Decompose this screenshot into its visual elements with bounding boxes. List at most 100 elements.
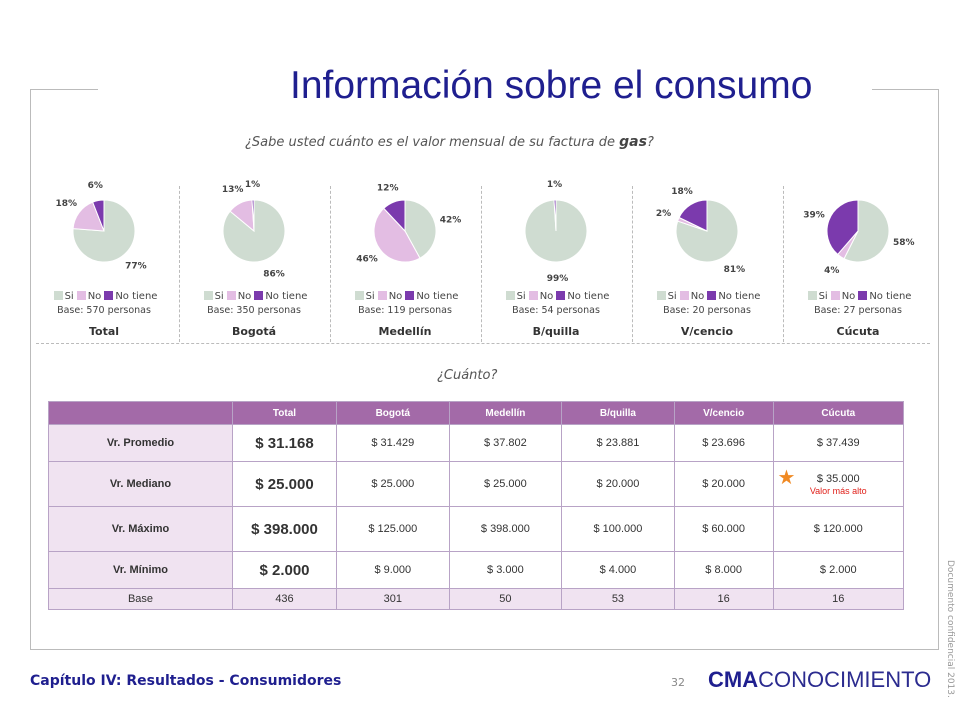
table-cell: $ 37.802 <box>448 424 563 462</box>
legend-label: No tiene <box>265 291 308 302</box>
table-header: Total <box>232 401 337 425</box>
legend-label: No tiene <box>115 291 158 302</box>
legend-swatch <box>354 291 364 300</box>
legend-label: No tiene <box>567 291 610 302</box>
row-label: Base <box>48 588 233 610</box>
pie-base-label: Base: 27 personas <box>814 305 902 316</box>
legend-label: No <box>237 291 252 302</box>
company-logo: CMACONOCIMIENTO <box>708 667 931 693</box>
table-cell: $ 25.000 <box>448 461 563 507</box>
legend-swatch <box>104 291 114 300</box>
legend-swatch <box>679 291 689 300</box>
pie-data-label: 2% <box>656 209 671 219</box>
pie-svg: 86% 13%1% <box>222 180 286 280</box>
pie-chart-barranquilla: 99% 1% Si No No tiene Base: 54 personas B/quil… <box>482 180 630 342</box>
table-row: Vr. Mínimo $ 2.000 $ 9.000 $ 3.000 $ 4.0… <box>48 551 905 589</box>
logo-bold: CMA <box>708 667 759 692</box>
pie-svg: 77% 18% 6% <box>55 181 147 272</box>
pie-data-label: 18% <box>55 199 77 209</box>
question-main-text: ¿Sabe usted cuánto es el valor mensual d… <box>245 135 620 150</box>
pie-chart-villavicencio: 81% 2% 18% Si No No tiene Base: 20 personas V/c… <box>633 180 781 342</box>
table-cell: $ 3.000 <box>448 551 563 589</box>
table-cell: $ 398.000 <box>448 506 563 552</box>
table-cell-highlighted: ★ $ 35.000 Valor más alto <box>772 461 905 507</box>
legend-label: No <box>690 291 705 302</box>
legend-swatch <box>76 291 86 300</box>
pie-data-label: 46% <box>356 255 378 265</box>
legend-label: Si <box>818 291 828 302</box>
pie-legend: Si No No tiene <box>482 291 630 302</box>
table-cell-value: $ 35.000 <box>816 472 860 485</box>
legend-swatch <box>807 291 817 300</box>
table-cell: $ 23.696 <box>673 424 774 462</box>
pie-region-label: Bogotá <box>231 325 277 338</box>
legend-label: Si <box>365 291 375 302</box>
pie-legend: Si No No tiene <box>633 291 781 302</box>
table-header: V/cencio <box>673 401 774 425</box>
table-cell: 50 <box>448 588 563 610</box>
page-number: 32 <box>671 676 685 689</box>
pie-chart-medellin: 42% 46% 12% Si No No tiene Base: 119 personas M… <box>331 180 479 342</box>
pie-svg: 58% 4% 39% <box>803 199 915 276</box>
legend-label: No <box>539 291 554 302</box>
legend-swatch <box>53 291 63 300</box>
legend-label: Si <box>214 291 224 302</box>
slice-no <box>373 207 421 263</box>
pie-data-label: 18% <box>671 187 693 197</box>
table-cell: $ 2.000 <box>232 551 337 589</box>
highest-value-note: Valor más alto <box>809 485 867 496</box>
frame-line-top-right <box>872 89 938 90</box>
table-cell: $ 60.000 <box>673 506 774 552</box>
table-header-empty <box>48 401 233 425</box>
column-separator <box>632 186 633 342</box>
pie-data-label: 4% <box>824 266 839 276</box>
table-cell: 301 <box>336 588 450 610</box>
table-cell: $ 31.168 <box>232 424 337 462</box>
frame-line-right <box>938 89 939 649</box>
table-row: Vr. Promedio $ 31.168 $ 31.429 $ 37.802 … <box>48 424 905 462</box>
logo-rest: CONOCIMIENTO <box>758 667 932 692</box>
table-cell: $ 20.000 <box>561 461 675 507</box>
table-row: Vr. Máximo $ 398.000 $ 125.000 $ 398.000… <box>48 506 905 552</box>
question-main: ¿Sabe usted cuánto es el valor mensual d… <box>245 134 654 150</box>
pie-region-label: V/cencio <box>680 325 734 338</box>
slice-no-tiene <box>678 199 708 232</box>
table-cell: $ 20.000 <box>673 461 774 507</box>
pie-legend: Si No No tiene <box>331 291 479 302</box>
pie-data-label: 77% <box>125 262 147 272</box>
row-label: Vr. Máximo <box>48 506 233 552</box>
table-cell: $ 8.000 <box>673 551 774 589</box>
section-divider <box>36 343 930 344</box>
table-cell: $ 23.881 <box>561 424 675 462</box>
pie-chart-bogota: 86% 13% 1% Si No No tiene Base: 350 personas Bo… <box>180 180 328 342</box>
legend-label: No <box>841 291 856 302</box>
column-separator <box>330 186 331 342</box>
pie-chart-total: 77% 18% 6% Si No No tiene Base: 570 personas To… <box>30 180 178 342</box>
slice-si <box>404 199 437 259</box>
legend-label: No tiene <box>869 291 912 302</box>
row-label: Vr. Mínimo <box>48 551 233 589</box>
slice-no-tiene <box>553 199 557 232</box>
table-header-row: Total Bogotá Medellín B/quilla V/cencio … <box>48 401 905 425</box>
pie-data-label: 13% <box>222 185 244 195</box>
pie-data-label: 1% <box>245 180 260 190</box>
table-cell: $ 37.439 <box>772 424 905 462</box>
pie-chart-cucuta: 58% 4% 39% Si No No tiene Base: 27 personas Cúc… <box>784 180 932 342</box>
slice-no-tiene <box>92 199 105 232</box>
pie-data-label: 42% <box>440 215 462 225</box>
table-cell: $ 120.000 <box>772 506 905 552</box>
table-cell: 53 <box>561 588 675 610</box>
legend-swatch <box>377 291 387 300</box>
pie-base-label: Base: 350 personas <box>207 305 301 316</box>
frame-line-top-left <box>30 89 98 90</box>
values-table: Total Bogotá Medellín B/quilla V/cencio … <box>48 401 905 610</box>
pie-svg: 42% 46% 12% <box>356 183 462 265</box>
legend-label: No tiene <box>718 291 761 302</box>
pie-data-label: 6% <box>88 181 103 191</box>
table-cell: $ 4.000 <box>561 551 675 589</box>
pie-svg: 99% 1% <box>524 180 588 284</box>
legend-swatch <box>830 291 840 300</box>
slice-si <box>843 199 890 263</box>
column-separator <box>179 186 180 342</box>
legend-swatch <box>656 291 666 300</box>
